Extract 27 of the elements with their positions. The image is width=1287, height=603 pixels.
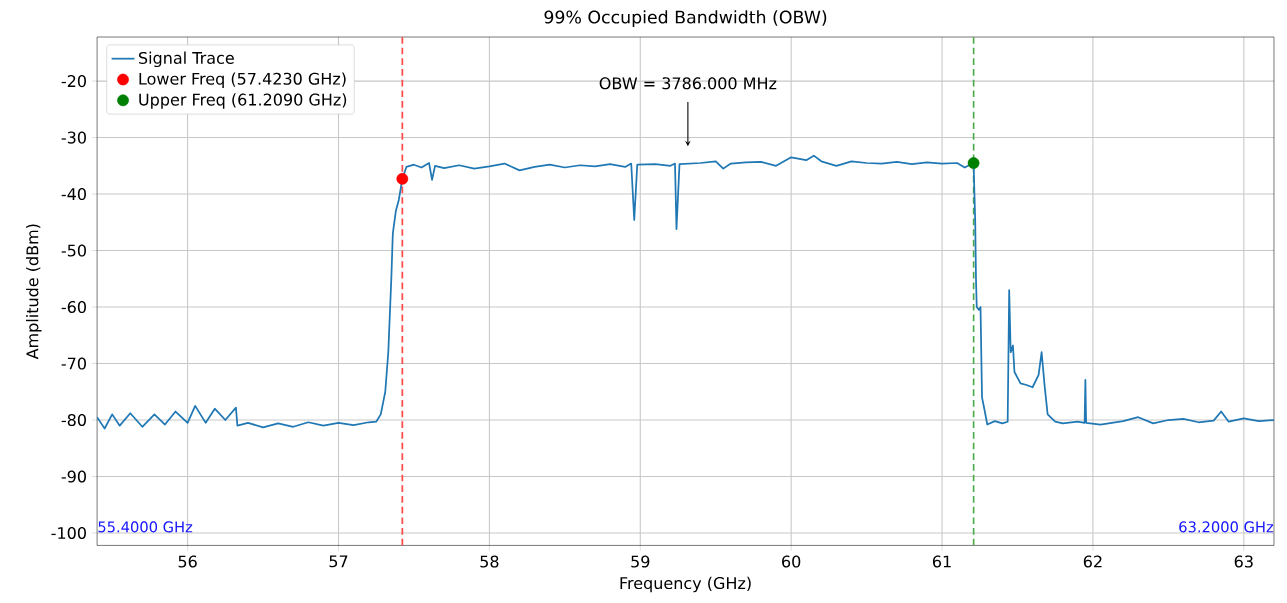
chart-title: 99% Occupied Bandwidth (OBW) [544,9,827,27]
y-tick-label: -30 [61,131,86,144]
legend-label: Signal Trace [138,51,234,67]
annotation: 55.4000 GHz [98,521,193,533]
x-tick-label: 63 [1234,555,1253,568]
y-tick-label: -90 [61,470,86,483]
y-tick-label: -40 [61,187,86,200]
annotation: 63.2000 GHz [1179,521,1274,533]
legend-label: Lower Freq (57.4230 GHz) [139,72,346,88]
y-tick-label: -100 [51,526,86,539]
x-tick-label: 57 [329,555,348,568]
x-tick-label: 58 [480,555,499,568]
x-axis-title: Frequency (GHz) [620,576,751,592]
x-tick-label: 59 [631,555,650,568]
y-tick-label: -60 [61,300,86,313]
y-tick-label: -80 [61,413,86,426]
x-tick-label: 61 [932,555,951,568]
legend-label: Upper Freq (61.2090 GHz) [139,93,347,109]
annotation: OBW = 3786.000 MHz [599,77,777,90]
y-tick-label: -50 [61,244,86,257]
y-tick-label: -70 [61,357,86,370]
y-axis-title: Amplitude (dBm) [26,224,42,360]
y-tick-label: -20 [61,74,86,87]
x-tick-label: 56 [178,555,197,568]
line-series [97,154,1274,430]
x-tick-label: 60 [782,555,801,568]
x-tick-label: 62 [1083,555,1102,568]
